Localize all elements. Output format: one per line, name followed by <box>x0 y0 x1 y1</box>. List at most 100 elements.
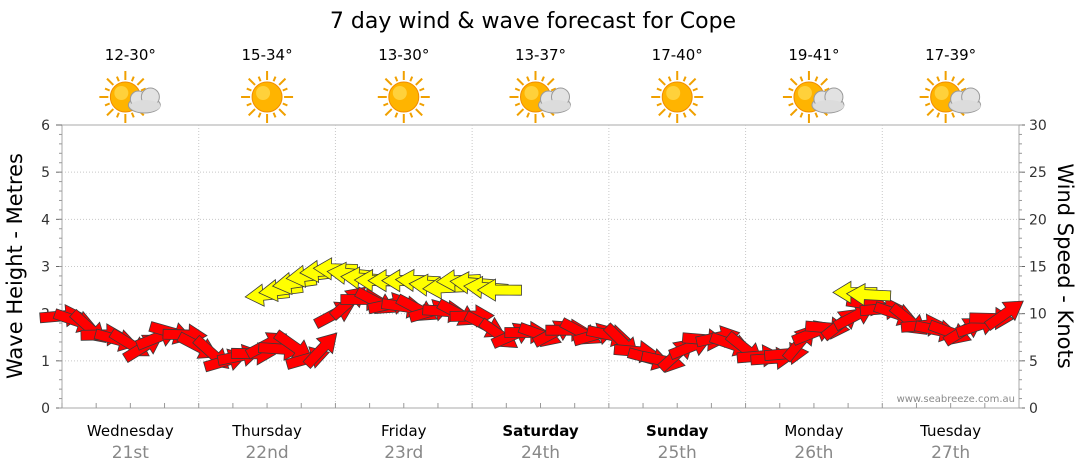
sun-ray <box>667 112 672 118</box>
date-label: 25th <box>658 443 697 463</box>
left-tick-label: 6 <box>41 118 50 134</box>
day-label: Thursday <box>231 422 302 440</box>
temperature-label: 17-40° <box>652 46 703 64</box>
right-tick-label: 20 <box>1029 212 1047 228</box>
sun-ray <box>541 76 545 82</box>
date-label: 21st <box>112 443 149 463</box>
left-axis-ticks: 0123456 <box>41 118 62 417</box>
wind-arrow-shape <box>476 278 522 302</box>
sun-ray <box>419 87 425 92</box>
sun-ray <box>924 87 931 92</box>
sun-ray <box>419 102 425 107</box>
sun-ray <box>692 87 698 92</box>
sun-icon <box>241 71 294 123</box>
sun-ray <box>130 76 135 82</box>
cloud-fill <box>130 100 161 112</box>
sun-ray <box>516 108 525 117</box>
sun-ray <box>257 112 262 118</box>
sun-ray <box>247 77 256 86</box>
wind-arrow <box>983 300 1024 332</box>
right-tick-label: 0 <box>1029 401 1038 417</box>
cloud-fill <box>813 100 844 112</box>
temperature-row: 12-30° 15-34° 13-30° 13-37° 17-40° 19-41° 17-3… <box>105 46 976 64</box>
sun-ray <box>799 112 804 118</box>
sun-ray <box>936 112 941 118</box>
temperature-label: 15-34° <box>242 46 293 64</box>
sun-ray <box>682 112 687 118</box>
sun-ray <box>514 87 521 92</box>
credit-text: www.seabreeze.com.au <box>897 394 1015 405</box>
sun-ray <box>960 87 967 92</box>
wind-arrow <box>302 332 338 370</box>
sun-ray <box>394 112 399 118</box>
sun-highlight <box>797 86 812 100</box>
sun-ray <box>789 77 798 86</box>
sun-ray <box>116 76 120 82</box>
cloud-fill <box>540 100 571 112</box>
sun-ray <box>409 112 414 118</box>
day-label: Monday <box>784 422 843 440</box>
sun-ray <box>814 76 819 82</box>
date-label: 24th <box>521 443 560 463</box>
right-tick-label: 30 <box>1029 118 1047 134</box>
sun-ray <box>688 77 697 86</box>
chart-title: 7 day wind & wave forecast for Cope <box>330 9 736 34</box>
left-tick-label: 5 <box>41 165 50 181</box>
sun-ray <box>415 108 423 117</box>
weather-icons <box>99 71 982 123</box>
date-label: 23rd <box>384 443 423 463</box>
sun-highlight <box>934 86 949 100</box>
day-label: Friday <box>381 422 427 440</box>
sun-ray <box>820 77 829 86</box>
sun-highlight <box>392 86 407 100</box>
right-tick-label: 5 <box>1029 354 1038 370</box>
left-tick-label: 0 <box>41 401 50 417</box>
wind-arrow <box>476 278 522 302</box>
sun-ray <box>688 108 697 117</box>
temperature-label: 12-30° <box>105 46 156 64</box>
sun-ray <box>824 87 830 92</box>
partly-cloudy-icon <box>782 71 845 123</box>
sun-ray <box>667 76 672 82</box>
wind-arrow <box>845 282 892 307</box>
sun-ray <box>246 102 252 107</box>
temperature-label: 17-39° <box>925 46 976 64</box>
sun-ray <box>550 87 557 92</box>
temperature-label: 19-41° <box>788 46 839 64</box>
sun-ray <box>130 112 135 118</box>
sun-ray <box>415 77 423 86</box>
day-label: Wednesday <box>87 422 174 440</box>
sun-ray <box>257 76 262 82</box>
wind-arrow-shape <box>845 282 892 307</box>
right-tick-label: 15 <box>1029 260 1047 276</box>
sun-ray <box>799 76 804 82</box>
sun-ray <box>656 102 662 107</box>
wind-arrow-shape <box>302 332 338 370</box>
sun-ray <box>282 102 288 107</box>
date-label: 27th <box>931 443 970 463</box>
sun-highlight <box>256 86 271 100</box>
sun-ray <box>692 102 698 107</box>
day-label: Tuesday <box>919 422 981 440</box>
partly-cloudy-icon <box>509 71 571 123</box>
sun-icon <box>377 71 430 123</box>
sun-ray <box>282 87 288 92</box>
sun-ray <box>956 77 965 86</box>
sun-ray <box>383 102 389 107</box>
date-label: 26th <box>794 443 833 463</box>
left-tick-label: 4 <box>41 212 50 228</box>
sun-ray <box>106 108 115 117</box>
sun-ray <box>278 108 287 117</box>
right-tick-label: 25 <box>1029 165 1047 181</box>
sun-ray <box>546 77 555 86</box>
sun-ray <box>104 87 111 92</box>
right-axis-ticks: 0 5 10 15 20 25 30 <box>1019 118 1047 417</box>
temperature-label: 13-30° <box>378 46 429 64</box>
sun-highlight <box>524 86 539 100</box>
left-axis-label: Wave Height - Metres <box>3 153 27 379</box>
sun-highlight <box>114 86 129 100</box>
sun-ray <box>272 112 277 118</box>
sun-ray <box>140 87 147 92</box>
sun-ray <box>526 112 530 118</box>
sun-ray <box>136 77 145 86</box>
